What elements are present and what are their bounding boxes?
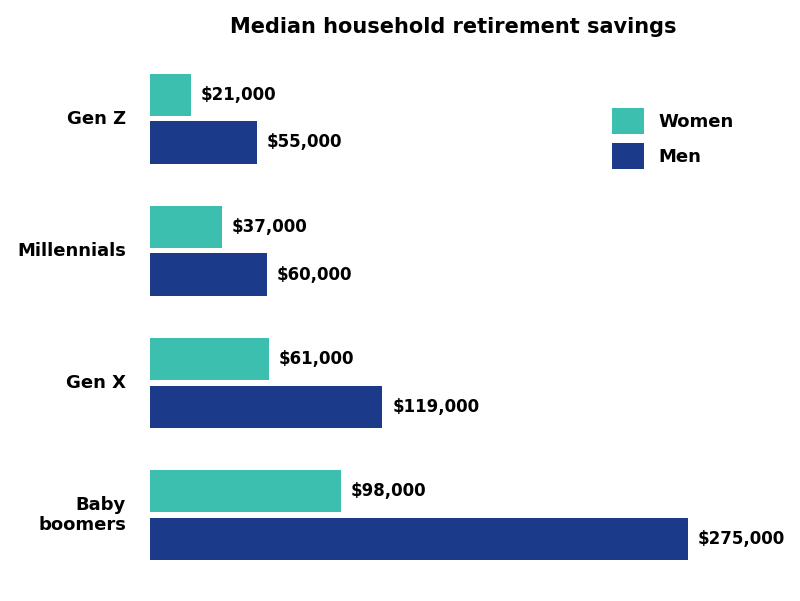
Legend: Women, Men: Women, Men — [604, 101, 741, 175]
Bar — [150, 517, 688, 560]
Bar — [150, 206, 222, 248]
Text: Baby
boomers: Baby boomers — [38, 496, 126, 534]
Text: $60,000: $60,000 — [277, 266, 352, 284]
Text: Millennials: Millennials — [17, 242, 126, 260]
Bar — [150, 121, 257, 163]
Title: Median household retirement savings: Median household retirement savings — [230, 17, 676, 37]
Text: Gen X: Gen X — [66, 374, 126, 392]
Bar — [150, 386, 382, 428]
Bar — [150, 254, 267, 296]
Bar — [150, 338, 269, 380]
Text: $55,000: $55,000 — [267, 133, 342, 151]
Text: $119,000: $119,000 — [392, 398, 479, 416]
Text: $275,000: $275,000 — [698, 530, 785, 548]
Bar — [150, 74, 190, 116]
Text: $37,000: $37,000 — [232, 218, 307, 236]
Bar — [150, 470, 342, 513]
Text: $21,000: $21,000 — [201, 86, 276, 104]
Text: $98,000: $98,000 — [351, 482, 426, 500]
Text: Gen Z: Gen Z — [67, 109, 126, 127]
Text: $61,000: $61,000 — [278, 350, 354, 368]
